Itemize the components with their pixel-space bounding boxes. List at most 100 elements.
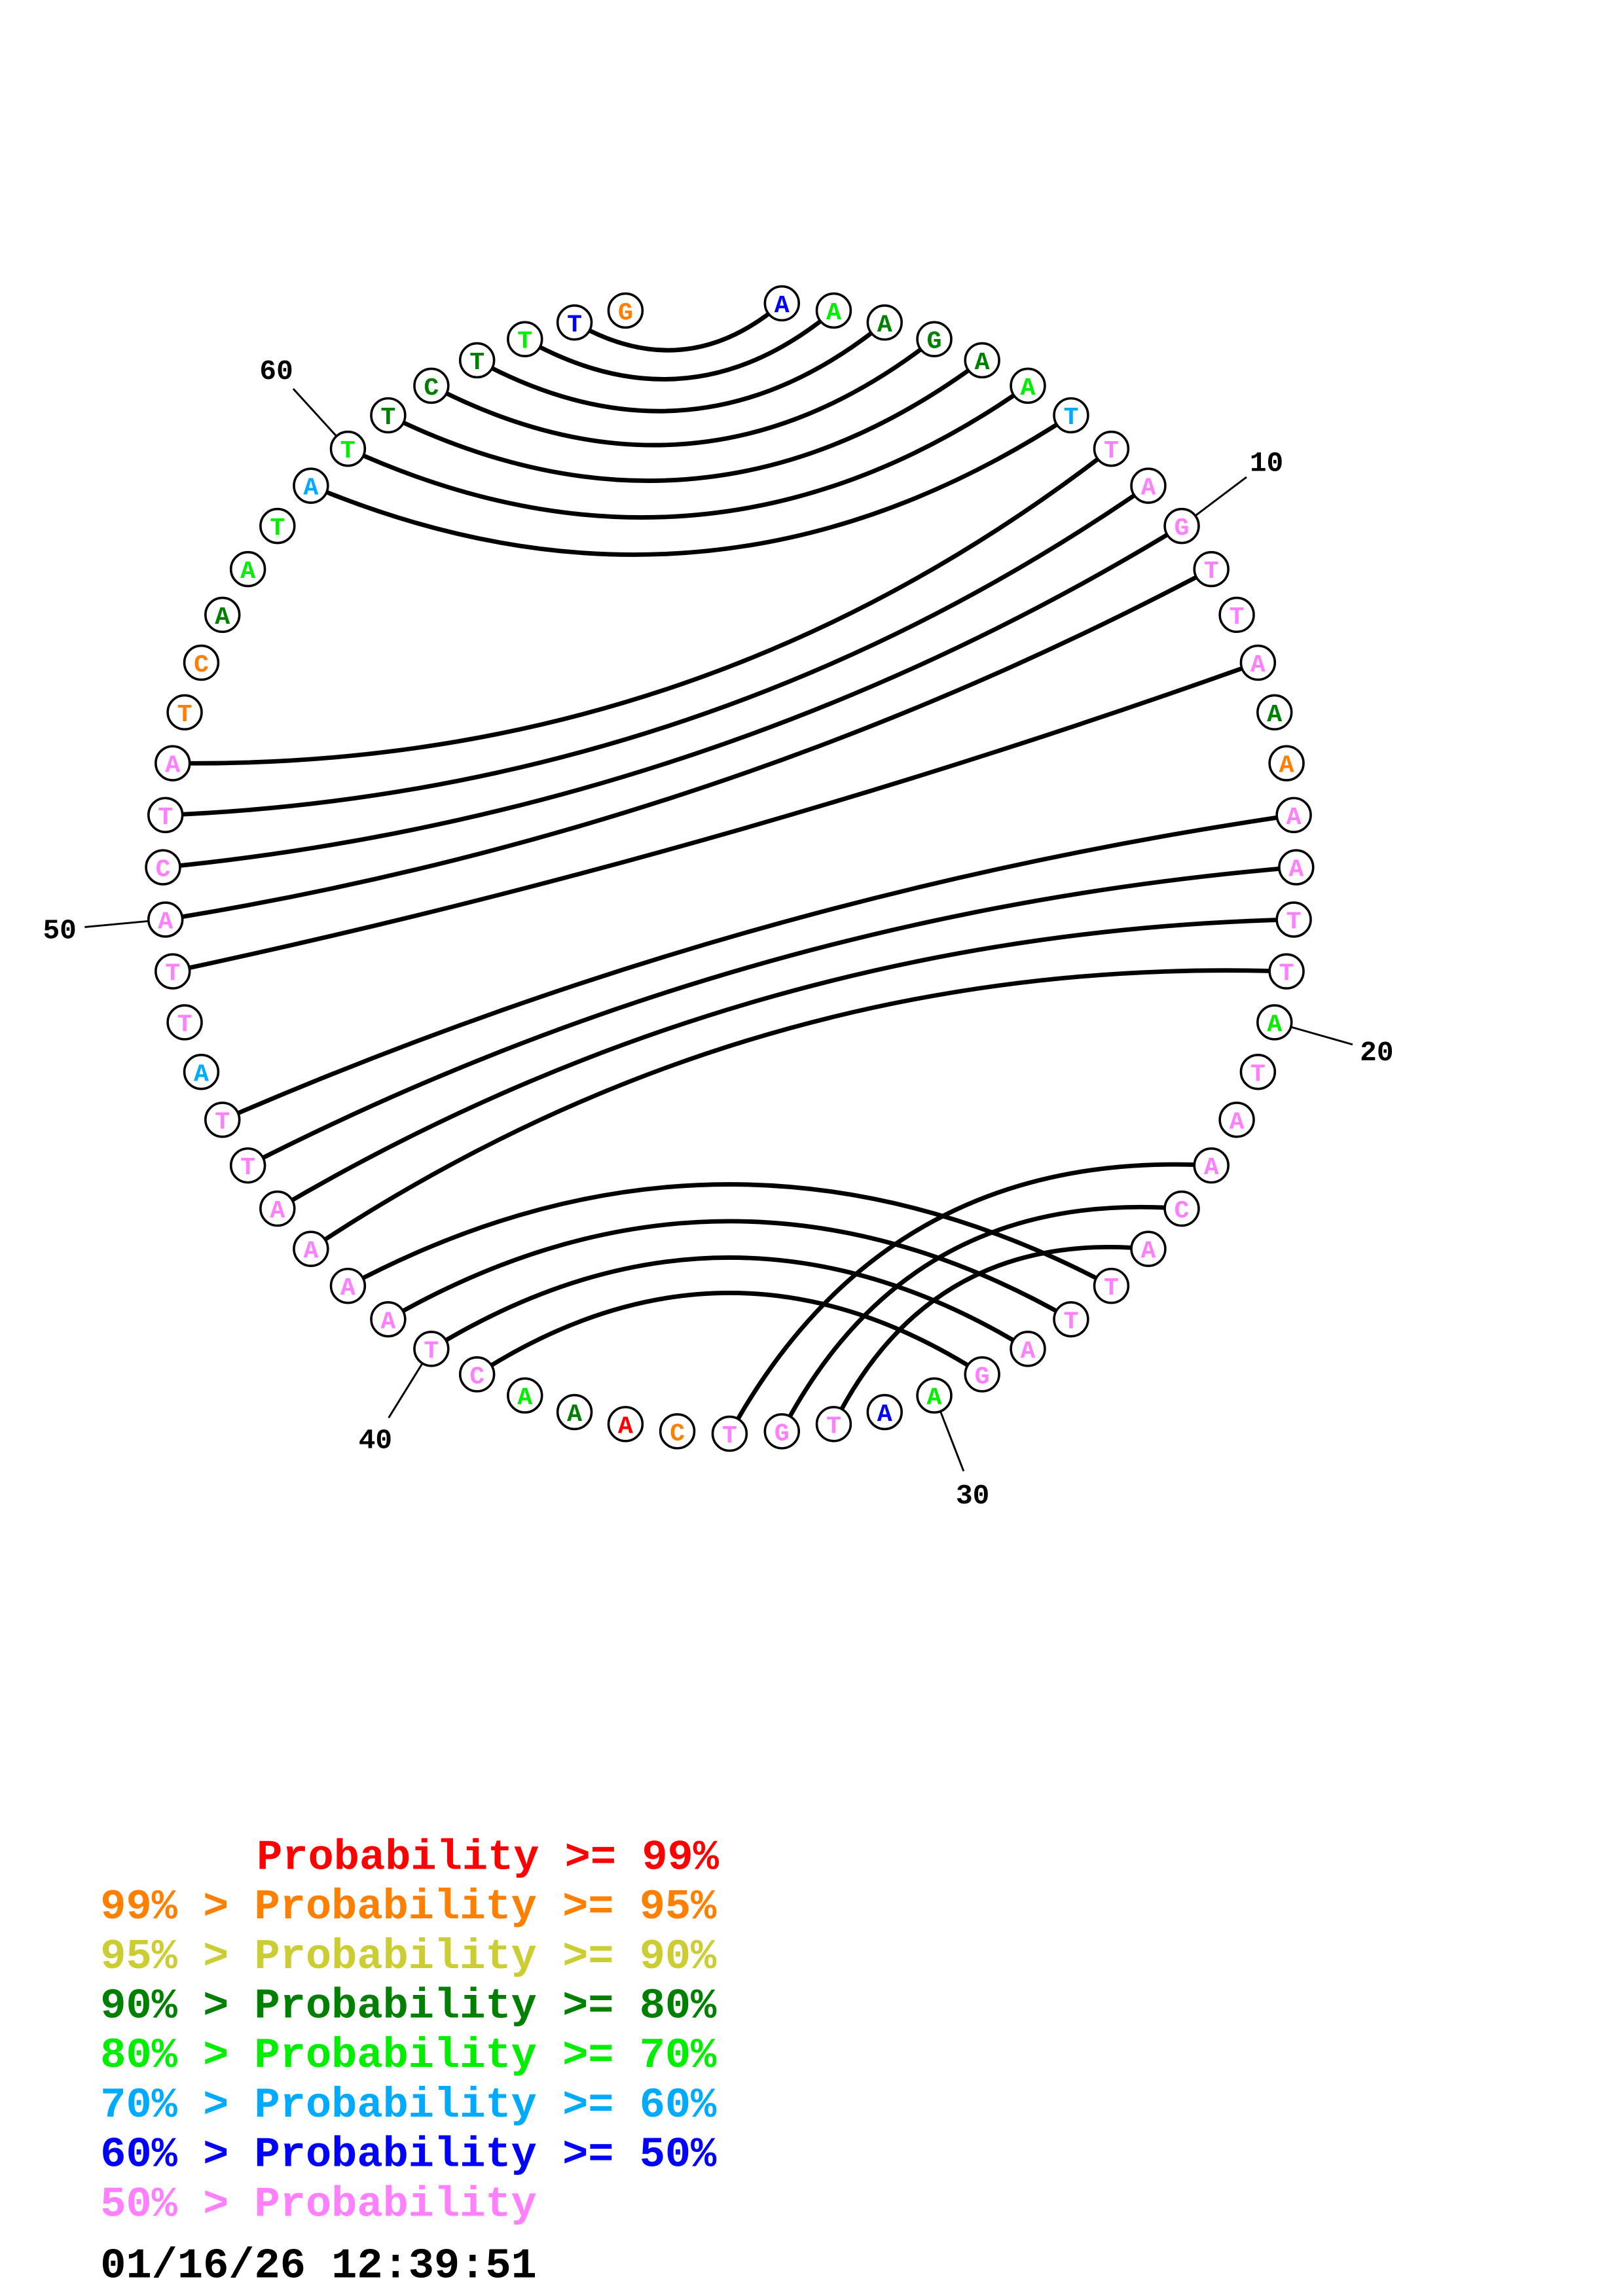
nucleotide: A [1239,644,1277,681]
nucleotide-circle [866,1393,903,1431]
nucleotide-letter: A [877,1400,892,1429]
nucleotide-letter: A [927,1384,942,1412]
nucleotide: C [1163,1190,1200,1227]
nucleotide: G [763,1413,800,1450]
nucleotide-circle [763,1413,800,1450]
nucleotide-letter: G [975,1362,990,1391]
nucleotide-circle [413,367,450,404]
legend-line-5: 80% > Probability >= 70% [100,2032,717,2080]
base-pair-arc [780,1204,1182,1433]
nucleotide-letter: T [1104,437,1119,465]
nucleotide-circle [916,1377,953,1414]
nucleotide: A [1278,849,1315,886]
legend-line-2: 99% > Probability >= 95% [100,1883,717,1931]
nucleotide-circle [711,1415,748,1452]
nucleotide: T [1193,550,1230,588]
nucleotide-letter: T [1250,1060,1266,1088]
nucleotide-circle [507,1377,543,1414]
nucleotide: T [458,342,496,379]
nucleotide-letter: A [380,1307,395,1336]
nucleotide: C [183,644,220,681]
legend-text: Probability >= 95% [255,1883,718,1931]
nucleotide-letter: A [165,751,180,780]
nucleotide: A [293,1230,329,1267]
legend-text: Probability >= 80% [255,1982,718,2031]
position-number-label: 20 [1360,1037,1393,1069]
nucleotide: T [329,430,367,467]
position-number-label: 30 [956,1480,989,1512]
nucleotide: T [815,1406,852,1443]
nucleotide-circle [607,292,644,329]
nucleotide: A [1256,1004,1293,1041]
nucleotide: A [866,304,903,341]
nucleotide: A [329,1267,367,1304]
legend-line-3: 95% > Probability >= 90% [100,1933,717,1981]
nucleotide-letter: A [1288,855,1304,884]
nucleotide: T [1053,397,1089,434]
nucleotide-circle [763,285,800,322]
nucleotide: T [1268,953,1305,990]
nucleotide-letter: G [775,1419,790,1448]
nucleotide-circle [1093,430,1130,467]
nucleotide-circle [370,397,407,434]
nucleotide: A [183,1054,220,1090]
nucleotide-letter: C [670,1419,685,1448]
legend-text: Probability [255,2180,537,2229]
base-pair-arc [831,1245,1149,1426]
nucleotide: A [763,285,800,322]
nucleotide: T [1053,1301,1089,1338]
position-ticks: 10 20 30 40 50 60 [43,355,1393,1512]
nucleotide: A [866,1393,903,1431]
nucleotide-letter: A [1230,1107,1245,1136]
position-number-label: 40 [359,1424,392,1456]
nucleotide-letter: T [158,803,173,832]
nucleotide-letter: T [826,1412,841,1441]
nucleotide: T [711,1415,748,1452]
nucleotide-circle [259,507,296,545]
nucleotide-circle [916,321,953,357]
nucleotide: C [145,849,181,886]
nucleotide-letter: A [618,1412,633,1441]
legend-line-4: 90% > Probability >= 80% [100,1982,717,2031]
nucleotide: C [413,367,450,404]
nucleotide: A [1275,797,1312,834]
nucleotide-letter: T [380,403,395,432]
nucleotide: A [1268,745,1305,781]
nucleotide: A [259,1190,296,1227]
nucleotide-letter: A [303,474,318,503]
nucleotide-letter: A [270,1196,285,1225]
legend-line-6: 70% > Probability >= 60% [100,2081,717,2130]
nucleotide-nodes: A A AGAATTAGTTAAAAATTATAACATTAGAATGTCAAACT… [145,285,1315,1452]
nucleotide-letter: A [215,603,230,632]
nucleotide-circle [1163,1190,1200,1227]
nucleotide-circle [204,1102,241,1138]
nucleotide-letter: A [517,1384,532,1412]
nucleotide-circle [155,953,191,990]
base-pair-arc [573,301,784,353]
nucleotide-circle [1053,397,1089,434]
nucleotide: T [1093,1267,1130,1304]
legend-line-1: Probability >= 99% [257,1833,720,1882]
nucleotide-circle [556,304,593,341]
nucleotide: A [507,1377,543,1414]
nucleotide: A [815,292,852,329]
nucleotide-letter: T [1063,1307,1078,1336]
nucleotide-letter: A [158,908,173,937]
base-pair-arc [387,1219,1072,1321]
nucleotide: T [413,1331,450,1367]
nucleotide-letter: A [1021,374,1036,403]
base-pair-arc [310,413,1072,557]
nucleotide-letter: A [877,310,892,339]
nucleotide-letter: A [1021,1336,1036,1365]
timestamp: 01/16/26 12:39:51 [100,2242,537,2291]
legend-text: Probability >= 99% [257,1833,720,1882]
nucleotide-circle [1053,1301,1089,1338]
nucleotide-letter: T [1063,403,1078,432]
nucleotide: G [1163,507,1200,545]
nucleotide-circle [507,321,543,357]
nucleotide-letter: T [722,1422,737,1450]
base-pair-arc [162,524,1183,870]
position-number-label: 60 [259,355,293,387]
nucleotide-letter: A [1286,803,1302,832]
nucleotide: A [1256,694,1293,731]
